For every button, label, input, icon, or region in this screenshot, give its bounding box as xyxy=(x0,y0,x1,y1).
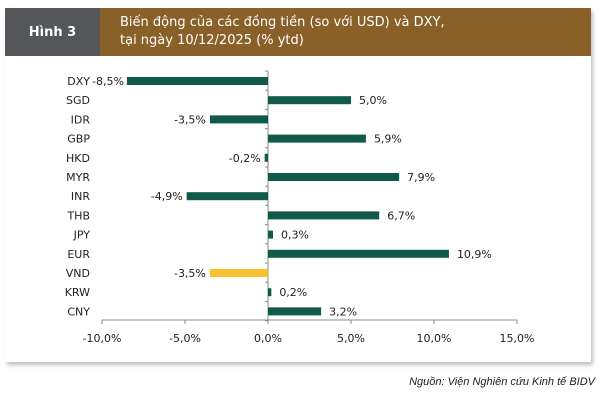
bar-eur xyxy=(268,249,449,258)
category-label: KRW xyxy=(65,286,90,299)
bar-dxy xyxy=(126,77,269,85)
category-label: DXY xyxy=(67,75,90,88)
chart-frame xyxy=(5,8,591,362)
category-label: SGD xyxy=(66,94,90,107)
bar-thb xyxy=(268,211,380,220)
chart-title: Biến động của các đồng tiền (so với USD)… xyxy=(100,8,591,56)
bar-sgd xyxy=(268,96,351,105)
category-label: GBP xyxy=(67,133,90,146)
data-label: 3,2% xyxy=(329,305,357,318)
category-label: IDR xyxy=(71,113,91,126)
category-label: CNY xyxy=(67,305,90,318)
data-label: -8,5% xyxy=(92,75,124,88)
category-label: EUR xyxy=(67,248,90,261)
data-label: -3,5% xyxy=(174,267,206,280)
bar-idr xyxy=(209,115,268,124)
category-label: THB xyxy=(66,209,90,222)
category-label: MYR xyxy=(66,171,90,184)
x-tick-label: 10,0% xyxy=(417,332,452,345)
data-label: 6,7% xyxy=(387,209,415,222)
data-label: 5,9% xyxy=(374,133,402,146)
category-label: INR xyxy=(71,190,90,203)
x-tick-label: -10,0% xyxy=(83,332,122,345)
bar-krw xyxy=(268,288,272,297)
category-label: HKD xyxy=(66,152,90,165)
bar-myr xyxy=(268,173,400,181)
data-label: 0,3% xyxy=(281,229,309,242)
data-label: -0,2% xyxy=(229,152,261,165)
category-label: JPY xyxy=(73,229,91,242)
bar-hkd xyxy=(264,153,268,162)
bar-inr xyxy=(186,192,268,201)
bar-cny xyxy=(268,307,322,316)
figure-label: Hình 3 xyxy=(5,8,100,56)
data-label: 0,2% xyxy=(279,286,307,299)
x-tick-label: 5,0% xyxy=(337,332,365,345)
data-label: -4,9% xyxy=(151,190,183,203)
bar-gbp xyxy=(268,134,366,143)
data-label: 10,9% xyxy=(457,248,492,261)
data-label: 7,9% xyxy=(407,171,435,184)
x-tick-label: -5,0% xyxy=(169,332,201,345)
category-label: VND xyxy=(66,267,90,280)
bar-vnd xyxy=(209,269,268,277)
x-tick-label: 15,0% xyxy=(500,332,535,345)
x-tick-label: 0,0% xyxy=(254,332,282,345)
data-label: 5,0% xyxy=(359,94,387,107)
source-note: Nguồn: Viện Nghiên cứu Kinh tế BIDV xyxy=(409,376,595,388)
title-line-2: tại ngày 10/12/2025 (% ytd) xyxy=(120,33,304,48)
data-label: -3,5% xyxy=(174,113,206,126)
bar-jpy xyxy=(268,230,273,239)
title-line-1: Biến động của các đồng tiền (so với USD)… xyxy=(120,15,445,30)
